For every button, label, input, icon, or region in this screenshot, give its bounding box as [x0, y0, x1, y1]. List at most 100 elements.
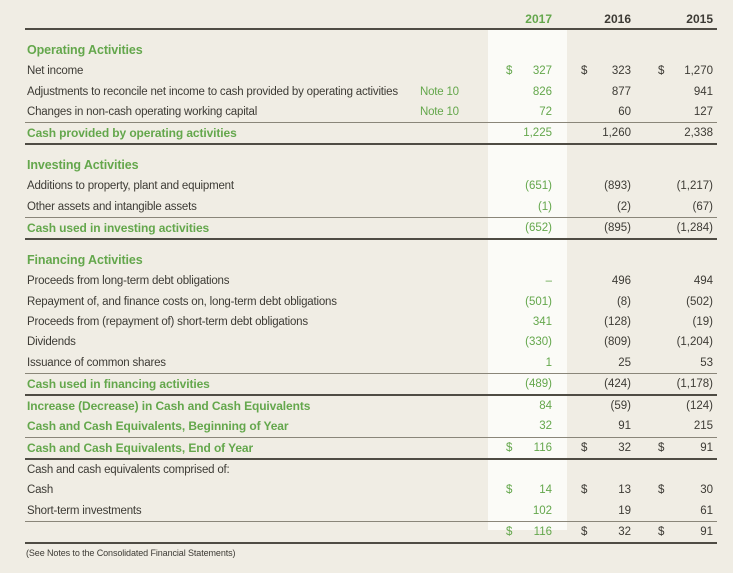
value: (8) [616, 295, 631, 308]
value: 32 [539, 420, 552, 433]
value-cell-2015: 941 [636, 86, 717, 98]
row-label: Cash [27, 484, 54, 497]
row-label: Cash used in investing activities [27, 220, 210, 235]
value: 61 [700, 504, 713, 517]
currency-symbol: $ [658, 525, 665, 538]
value: 91 [700, 441, 713, 454]
value: 102 [532, 504, 552, 517]
value: (809) [604, 336, 631, 349]
value: 84 [539, 400, 552, 413]
value: 60 [618, 105, 631, 118]
value-cell-2015: (19) [636, 316, 717, 328]
value-cell-2016: (59) [567, 400, 636, 412]
value-cell-2015: (1,217) [636, 180, 717, 192]
value-cell-2016: $32 [567, 526, 636, 538]
table-row: Dividends (330) (809) (1,204) [25, 332, 717, 352]
value: 941 [693, 85, 713, 98]
table-row: Cash and Cash Equivalents, Beginning of … [25, 416, 717, 436]
value: (67) [692, 200, 713, 213]
year-label: 2017 [525, 12, 552, 26]
row-label: Cash and Cash Equivalents, End of Year [27, 440, 254, 455]
row-label: Short-term investments [27, 504, 142, 517]
row-label: Repayment of, and finance costs on, long… [27, 295, 337, 308]
value: (501) [525, 295, 552, 308]
value: 116 [533, 441, 552, 454]
value-cell-2016: (128) [567, 316, 636, 328]
value: 72 [539, 105, 552, 118]
row-label: Cash used in financing activities [27, 376, 210, 391]
value-cell-2017: (501) [488, 296, 567, 308]
value-cell-2016: 60 [567, 106, 636, 118]
value: – [545, 275, 552, 288]
col-header-2016: 2016 [567, 12, 636, 26]
value: 341 [532, 315, 552, 328]
table-row: Proceeds from long-term debt obligations… [25, 271, 717, 291]
value: 14 [539, 484, 552, 497]
year-label: 2015 [686, 12, 713, 26]
value-cell-2015: (1,284) [636, 222, 717, 234]
footnote-wrap: (See Notes to the Consolidated Financial… [25, 536, 717, 558]
value: (59) [610, 400, 631, 413]
currency-symbol: $ [581, 525, 588, 538]
value-cell-2016: (893) [567, 180, 636, 192]
row-label: Other assets and intangible assets [27, 200, 197, 213]
value: (424) [604, 377, 631, 390]
value: 323 [611, 65, 631, 78]
currency-symbol: $ [581, 441, 588, 454]
row-label: Adjustments to reconcile net income to c… [27, 85, 398, 98]
value: 32 [618, 441, 631, 454]
table-row: Issuance of common shares 1 25 53 [25, 353, 717, 373]
value-cell-2016: $13 [567, 484, 636, 496]
value-cell-2017: 102 [488, 505, 567, 517]
currency-symbol: $ [506, 65, 513, 78]
value-cell-2016: 1,260 [567, 127, 636, 139]
currency-symbol: $ [658, 65, 665, 78]
table-row: Cash and cash equivalents comprised of: [25, 460, 717, 480]
value: 91 [700, 525, 713, 538]
currency-symbol: $ [581, 65, 588, 78]
row-label: Financing Activities [27, 252, 143, 267]
value-cell-2016: (424) [567, 378, 636, 390]
value: 53 [700, 356, 713, 369]
value: (124) [686, 400, 713, 413]
value-cell-2017: $327 [488, 65, 567, 77]
statement-table: 2017 2016 2015 Operating Activities Net i… [25, 6, 717, 544]
value-cell-2017: (651) [488, 180, 567, 192]
value-cell-2017: $116 [488, 526, 567, 538]
value-cell-2015: 53 [636, 357, 717, 369]
value-cell-2015: 215 [636, 420, 717, 432]
value-cell-2017: $14 [488, 484, 567, 496]
currency-symbol: $ [506, 441, 513, 454]
note-reference: Note 10 [420, 85, 459, 98]
value-cell-2017: 32 [488, 420, 567, 432]
value-cell-2015: $30 [636, 484, 717, 496]
year-header-row: 2017 2016 2015 [25, 6, 717, 30]
table-row: Proceeds from (repayment of) short-term … [25, 312, 717, 332]
value-cell-2017: 1 [488, 357, 567, 369]
row-label: Net income [27, 65, 84, 78]
value-cell-2017: (652) [488, 222, 567, 234]
value-cell-2015: 127 [636, 106, 717, 118]
value-cell-2015: $91 [636, 526, 717, 538]
row-label: Cash provided by operating activities [27, 126, 237, 141]
table-row: Additions to property, plant and equipme… [25, 176, 717, 196]
value-cell-2017: 84 [488, 400, 567, 412]
value: 91 [618, 420, 631, 433]
table-row: Cash $14 $13 $30 [25, 480, 717, 500]
table-row: Financing Activities [25, 240, 717, 271]
col-header-2017: 2017 [488, 12, 567, 26]
row-label: Cash and cash equivalents comprised of: [27, 463, 230, 476]
value-cell-2016: (809) [567, 336, 636, 348]
value: 13 [618, 484, 631, 497]
footnote: (See Notes to the Consolidated Financial… [26, 548, 236, 558]
table-row: Net income $327 $323 $1,270 [25, 61, 717, 81]
value-cell-2015: (67) [636, 201, 717, 213]
value-cell-2016: (2) [567, 201, 636, 213]
table-row: Investing Activities [25, 145, 717, 176]
note-reference: Note 10 [420, 105, 459, 118]
value: 116 [533, 525, 552, 538]
value-cell-2015: (1,178) [636, 378, 717, 390]
table-row: Cash used in investing activities (652) (8… [25, 216, 717, 240]
value: 25 [618, 356, 631, 369]
